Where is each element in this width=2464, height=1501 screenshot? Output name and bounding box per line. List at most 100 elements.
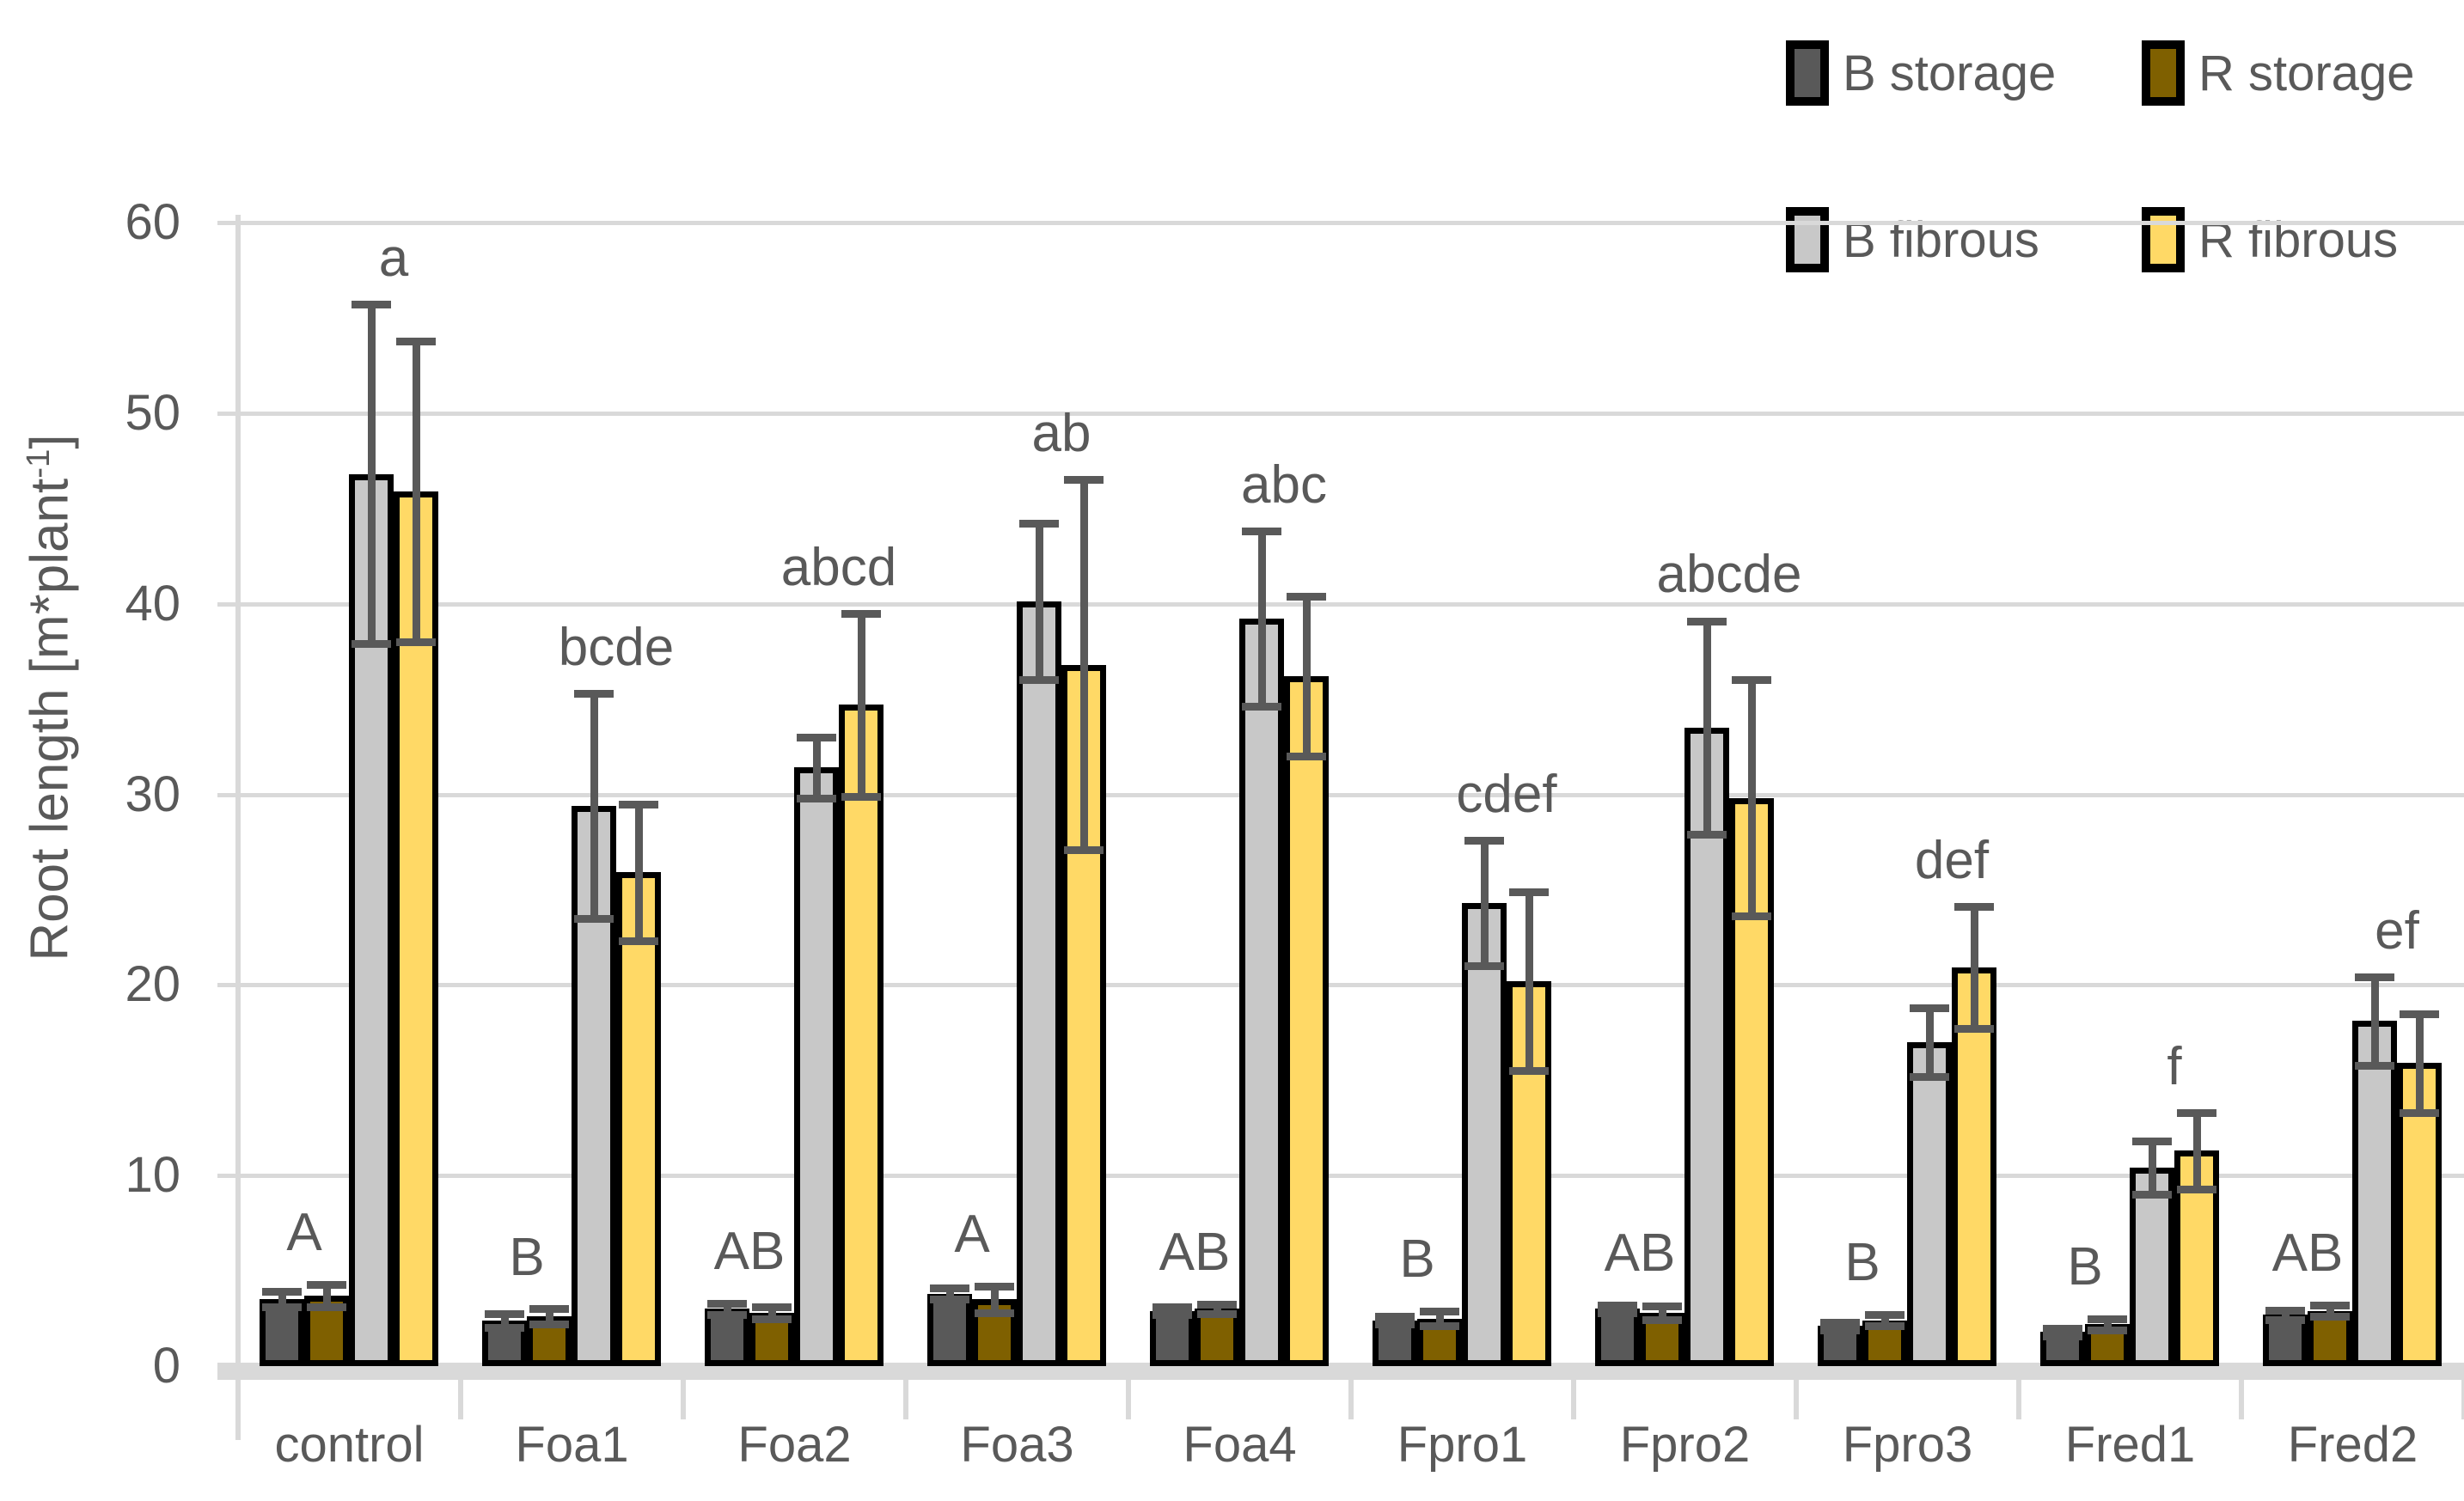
y-tickmark-40 xyxy=(217,601,238,607)
y-tick-label-50: 50 xyxy=(125,384,180,441)
error-cap-top-b-fibrous-fpro1 xyxy=(1464,836,1504,845)
gridline-50 xyxy=(238,411,2464,416)
x-axis-tickmark-3 xyxy=(903,1380,908,1419)
bar-r-fibrous-fpro1 xyxy=(1507,980,1551,1366)
error-cap-top-b-storage-control xyxy=(262,1288,302,1297)
error-cap-top-r-storage-foa3 xyxy=(975,1282,1014,1290)
x-axis-tickmark-9 xyxy=(2239,1380,2244,1419)
error-cap-top-b-fibrous-fpro2 xyxy=(1687,617,1727,625)
error-bar-b-fibrous-fred2 xyxy=(2370,977,2379,1065)
error-cap-bottom-b-fibrous-fred2 xyxy=(2355,1061,2394,1070)
error-cap-top-b-storage-foa1 xyxy=(485,1309,524,1318)
x-axis-label-fpro2: Fpro2 xyxy=(1619,1417,1751,1473)
error-bar-r-storage-control xyxy=(322,1284,331,1308)
error-cap-bottom-b-storage-control xyxy=(262,1303,302,1312)
error-bar-b-storage-foa2 xyxy=(723,1303,731,1315)
bar-b-fibrous-fred2 xyxy=(2352,1021,2397,1366)
x-axis-tickmark-1 xyxy=(458,1380,463,1419)
significance-fibrous-fred2: ef xyxy=(2375,901,2419,961)
gridline-30 xyxy=(238,792,2464,797)
x-axis-tickmark-5 xyxy=(1348,1380,1354,1419)
error-bar-r-storage-foa4 xyxy=(1213,1303,1221,1314)
y-tick-label-20: 20 xyxy=(125,956,180,1013)
error-cap-top-b-fibrous-foa4 xyxy=(1242,528,1281,536)
y-tick-label-30: 30 xyxy=(125,766,180,822)
x-axis-label-foa3: Foa3 xyxy=(960,1417,1074,1473)
error-bar-b-storage-foa1 xyxy=(500,1313,509,1327)
bar-b-storage-foa3 xyxy=(927,1293,972,1366)
significance-storage-foa1: B xyxy=(509,1227,545,1287)
error-cap-bottom-b-storage-fpro3 xyxy=(1820,1326,1860,1334)
error-cap-top-r-fibrous-fred2 xyxy=(2400,1010,2439,1018)
error-cap-top-r-fibrous-fpro2 xyxy=(1732,676,1771,685)
significance-fibrous-fpro3: def xyxy=(1914,831,1990,891)
error-cap-top-b-fibrous-fred2 xyxy=(2355,973,2394,982)
error-bar-b-fibrous-foa1 xyxy=(590,693,598,918)
error-cap-top-r-storage-fpro1 xyxy=(1420,1307,1459,1315)
error-cap-bottom-b-fibrous-fred1 xyxy=(2132,1191,2172,1199)
error-cap-bottom-r-storage-foa1 xyxy=(529,1321,569,1329)
gridline-10 xyxy=(238,1174,2464,1179)
error-bar-r-storage-foa3 xyxy=(990,1285,999,1313)
error-bar-b-storage-control xyxy=(278,1291,286,1308)
x-axis-tickmark-8 xyxy=(2016,1380,2021,1419)
error-cap-top-b-fibrous-fpro3 xyxy=(1910,1004,1949,1012)
bar-b-fibrous-foa4 xyxy=(1239,619,1284,1366)
error-cap-bottom-r-fibrous-fpro1 xyxy=(1509,1067,1549,1076)
error-bar-b-fibrous-foa2 xyxy=(812,736,821,798)
error-cap-bottom-r-storage-fred1 xyxy=(2088,1326,2127,1334)
significance-fibrous-fred1: f xyxy=(2167,1036,2182,1096)
error-cap-bottom-r-storage-fred2 xyxy=(2310,1313,2350,1321)
error-cap-top-r-storage-foa2 xyxy=(752,1303,792,1312)
x-axis-line xyxy=(217,1363,2464,1380)
error-cap-bottom-b-storage-fred2 xyxy=(2265,1315,2305,1324)
error-cap-bottom-r-fibrous-fred1 xyxy=(2177,1185,2216,1193)
error-bar-r-fibrous-control xyxy=(412,340,420,643)
significance-fibrous-foa2: abcd xyxy=(780,537,897,597)
legend-swatch-b-storage xyxy=(1786,40,1829,106)
bar-r-fibrous-foa4 xyxy=(1284,675,1329,1366)
error-cap-top-r-fibrous-fred1 xyxy=(2177,1108,2216,1117)
error-cap-top-b-storage-fred1 xyxy=(2043,1324,2082,1333)
error-cap-bottom-r-storage-foa3 xyxy=(975,1309,1014,1317)
error-cap-bottom-b-fibrous-fpro3 xyxy=(1910,1072,1949,1081)
significance-storage-foa4: AB xyxy=(1159,1223,1231,1283)
legend-item-b-fibrous: B fibrous xyxy=(1786,206,2039,273)
error-bar-r-fibrous-fred2 xyxy=(2415,1013,2424,1113)
error-cap-top-r-fibrous-foa3 xyxy=(1064,476,1104,485)
error-cap-top-b-fibrous-foa2 xyxy=(797,733,836,741)
legend-item-r-storage: R storage xyxy=(2142,40,2414,107)
error-cap-bottom-r-fibrous-fpro2 xyxy=(1732,912,1771,921)
legend-item-r-fibrous: R fibrous xyxy=(2142,206,2398,273)
x-axis-label-foa4: Foa4 xyxy=(1183,1417,1297,1473)
legend-swatch-r-storage xyxy=(2142,40,2185,106)
y-tickmark-20 xyxy=(217,983,238,988)
error-cap-top-r-fibrous-foa1 xyxy=(619,800,658,808)
significance-storage-fred2: AB xyxy=(2271,1223,2344,1284)
error-cap-bottom-r-storage-foa2 xyxy=(752,1315,792,1323)
error-cap-top-b-storage-fpro3 xyxy=(1820,1318,1860,1327)
error-cap-top-b-storage-foa4 xyxy=(1153,1303,1192,1312)
error-cap-bottom-b-fibrous-foa2 xyxy=(797,794,836,802)
bar-b-fibrous-fpro3 xyxy=(1907,1041,1952,1366)
error-cap-top-r-fibrous-fpro1 xyxy=(1509,888,1549,896)
error-bar-r-storage-foa2 xyxy=(767,1307,776,1319)
error-cap-top-b-storage-fpro1 xyxy=(1375,1313,1415,1321)
y-axis-title: Root length [m*plant-1] xyxy=(20,434,81,961)
legend-label-r-storage: R storage xyxy=(2198,45,2415,101)
error-cap-top-b-storage-foa2 xyxy=(707,1299,747,1308)
error-cap-bottom-b-fibrous-fpro1 xyxy=(1464,962,1504,971)
error-bar-r-fibrous-foa1 xyxy=(634,803,643,942)
bar-b-fibrous-fpro1 xyxy=(1462,902,1507,1366)
error-cap-top-r-storage-fred2 xyxy=(2310,1302,2350,1309)
bar-r-fibrous-foa1 xyxy=(616,872,661,1366)
significance-storage-fpro3: B xyxy=(1844,1233,1880,1293)
error-bar-r-fibrous-fpro3 xyxy=(1970,906,1978,1029)
x-axis-label-foa2: Foa2 xyxy=(737,1417,852,1473)
error-bar-r-storage-fpro1 xyxy=(1435,1310,1444,1327)
error-bar-b-storage-foa3 xyxy=(945,1288,954,1300)
error-cap-bottom-b-storage-foa3 xyxy=(930,1296,969,1304)
bar-b-storage-foa4 xyxy=(1150,1310,1195,1366)
error-cap-bottom-r-fibrous-control xyxy=(396,638,436,647)
error-cap-bottom-b-fibrous-foa3 xyxy=(1019,676,1059,685)
